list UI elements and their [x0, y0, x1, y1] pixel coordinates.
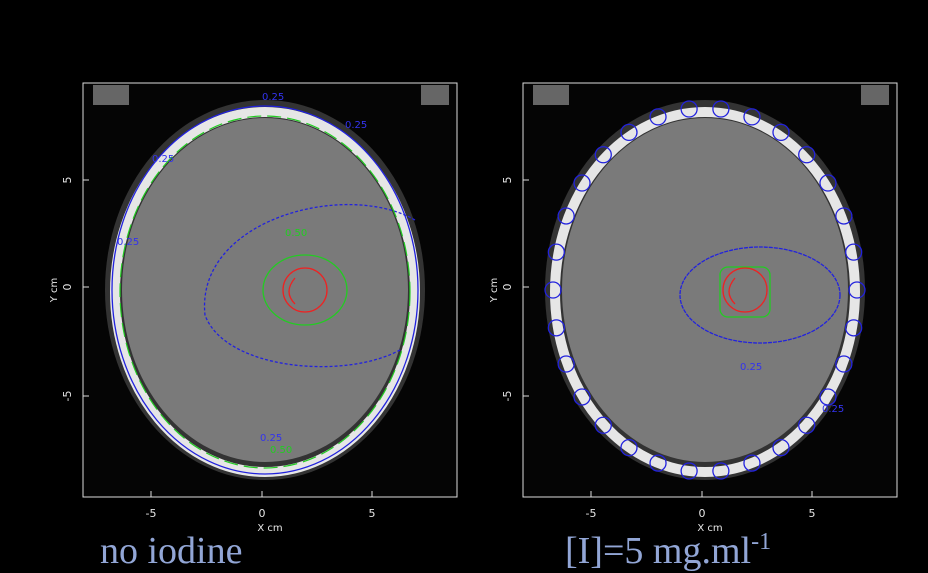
- contour-label: 0.50: [285, 228, 307, 239]
- dose-spot: [594, 416, 612, 434]
- dose-spot: [557, 355, 575, 373]
- x-tick-label: 5: [809, 507, 816, 520]
- dose-spot: [620, 438, 638, 457]
- x-tick-label: 5: [369, 507, 376, 520]
- scanner-block: [421, 85, 449, 105]
- caption-text: [I]=5 mg.ml: [565, 530, 751, 572]
- contour-label: 0.25: [260, 433, 282, 444]
- y-tick-label: -5: [61, 391, 74, 402]
- caption: no iodine: [100, 530, 242, 572]
- contour-label: 0.25: [822, 404, 844, 415]
- y-tick-label: 0: [61, 284, 74, 291]
- dose-spot: [680, 462, 698, 480]
- dose-spot: [835, 207, 853, 225]
- dose-spot: [743, 108, 761, 126]
- image-panel: 0.25 0.25 -5 0 5 5 0 -5 X cm Y cm [I]=5 mg.ml-1: [489, 82, 898, 572]
- dose-spot: [712, 462, 730, 480]
- y-tick-label: 5: [501, 177, 514, 184]
- skull-bone: [110, 107, 420, 477]
- dose-spot: [743, 454, 761, 472]
- dose-contour-025: [679, 246, 841, 344]
- scanner-block: [533, 85, 569, 105]
- dose-spot: [594, 146, 612, 164]
- dose-contour-050: [719, 266, 771, 318]
- x-axis-label: X cm: [697, 523, 722, 534]
- dose-contour-050: [262, 254, 348, 326]
- contour-label: 0.25: [262, 92, 284, 103]
- target-contour: [728, 277, 736, 305]
- dose-spot: [835, 355, 853, 373]
- target-contour: [722, 267, 768, 313]
- dose-spot: [772, 123, 790, 142]
- dose-spot: [649, 454, 667, 472]
- dose-spot: [712, 100, 730, 118]
- y-axis-label: Y cm: [489, 278, 500, 304]
- dose-spot: [544, 281, 562, 299]
- skull-bone: [550, 107, 860, 477]
- dose-spot: [845, 319, 863, 337]
- x-tick-label: -5: [146, 507, 157, 520]
- x-tick-label: 0: [699, 507, 706, 520]
- dose-spot: [819, 388, 837, 406]
- dose-spot: [680, 100, 698, 118]
- y-tick-label: -5: [501, 391, 514, 402]
- dose-spot: [547, 243, 565, 261]
- scanner-block: [861, 85, 889, 105]
- dose-spot: [649, 108, 667, 126]
- contour-label: 0.25: [152, 154, 174, 165]
- scanner-block: [93, 85, 129, 105]
- brain: [562, 118, 848, 462]
- y-axis-label: Y cm: [49, 278, 60, 304]
- dose-spot: [798, 416, 816, 434]
- y-tick-label: 5: [61, 177, 74, 184]
- caption-superscript: -1: [751, 529, 771, 555]
- dose-spot: [620, 123, 638, 142]
- contour-label: 0.25: [740, 362, 762, 373]
- y-tick-label: 0: [501, 284, 514, 291]
- contour-label: 0.25: [345, 120, 367, 131]
- dose-contour-025: [204, 203, 416, 368]
- brain: [122, 118, 408, 462]
- x-tick-label: 0: [259, 507, 266, 520]
- dose-spot: [819, 174, 837, 192]
- dose-spot: [848, 281, 866, 299]
- contour-label: 0.25: [117, 237, 139, 248]
- dose-spot: [845, 243, 863, 261]
- caption: [I]=5 mg.ml-1: [565, 529, 771, 572]
- dose-spot: [772, 438, 790, 457]
- dose-spot: [557, 207, 575, 225]
- dose-spot: [573, 174, 591, 192]
- dose-contour-025: [111, 105, 419, 475]
- dose-spot: [573, 388, 591, 406]
- dose-contour-050: [119, 115, 411, 469]
- x-axis-label: X cm: [257, 523, 282, 534]
- caption-text: no iodine: [100, 530, 242, 572]
- target-contour: [282, 267, 328, 313]
- image-panel: 0.250.250.250.250.500.250.50-5 0 550-5X cm…: [49, 82, 458, 572]
- contour-label: 0.50: [270, 445, 292, 456]
- dose-spot: [547, 319, 565, 337]
- target-contour: [288, 277, 296, 305]
- dose-spot: [798, 146, 816, 164]
- x-tick-label: -5: [586, 507, 597, 520]
